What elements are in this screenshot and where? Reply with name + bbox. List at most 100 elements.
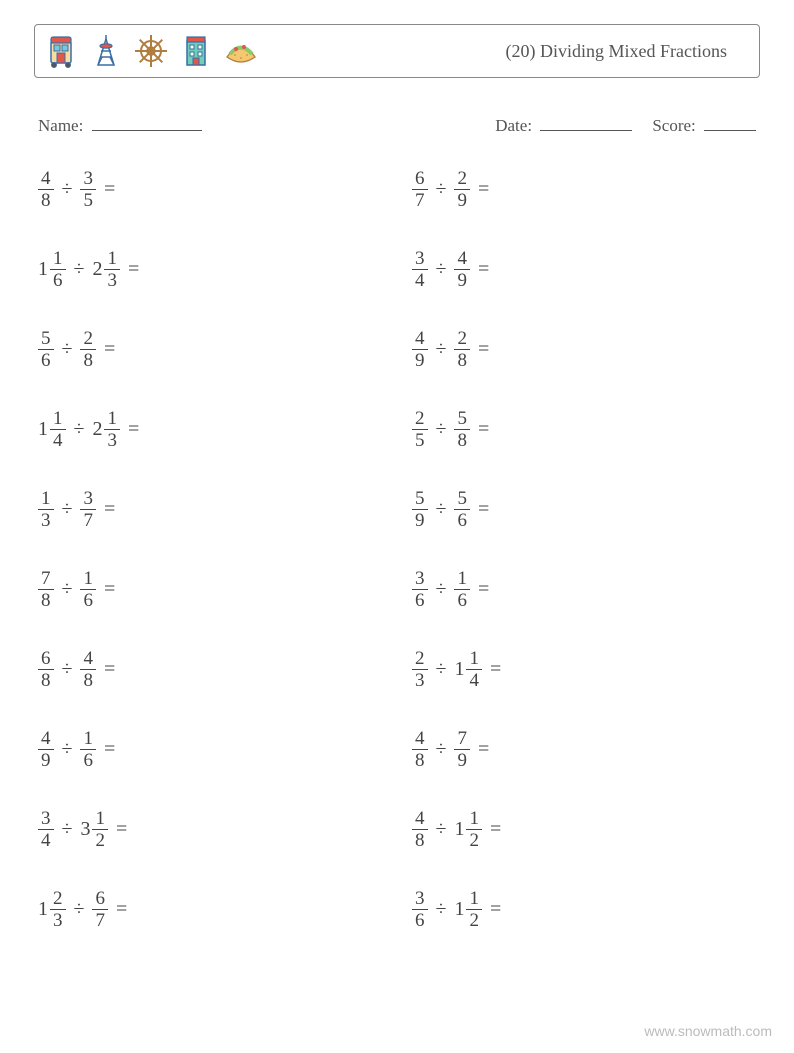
operator: ÷ <box>428 658 455 681</box>
numerator: 5 <box>454 408 470 429</box>
numerator: 6 <box>92 888 108 909</box>
operator: ÷ <box>428 818 455 841</box>
numerator: 4 <box>38 168 54 189</box>
numerator: 4 <box>412 808 428 829</box>
denominator: 2 <box>92 830 108 851</box>
fraction: 36 <box>412 888 428 931</box>
denominator: 8 <box>38 670 54 691</box>
whole-number: 2 <box>92 258 104 281</box>
name-blank[interactable] <box>92 114 202 131</box>
fraction: 16 <box>80 728 96 771</box>
operator: ÷ <box>54 178 81 201</box>
fraction: 48 <box>412 808 428 851</box>
equals-sign: = <box>470 418 489 441</box>
problem: 48÷79= <box>412 724 756 774</box>
equals-sign: = <box>482 898 501 921</box>
equals-sign: = <box>96 578 115 601</box>
equals-sign: = <box>470 498 489 521</box>
operator: ÷ <box>428 258 455 281</box>
fraction: 78 <box>38 568 54 611</box>
denominator: 9 <box>38 750 54 771</box>
denominator: 6 <box>412 910 428 931</box>
fraction: 49 <box>412 328 428 371</box>
fraction: 14 <box>50 408 66 451</box>
fraction: 48 <box>38 168 54 211</box>
fraction: 23 <box>50 888 66 931</box>
problem: 67÷29= <box>412 164 756 214</box>
fraction: 37 <box>80 488 96 531</box>
score-field: Score: <box>652 114 756 136</box>
fraction: 28 <box>80 328 96 371</box>
whole-number: 3 <box>80 818 92 841</box>
problem: 34÷312= <box>38 804 382 854</box>
fraction: 16 <box>80 568 96 611</box>
denominator: 2 <box>466 910 482 931</box>
problem: 36÷ 112= <box>412 884 756 934</box>
denominator: 3 <box>38 510 54 531</box>
whole-number: 2 <box>92 418 104 441</box>
equals-sign: = <box>470 258 489 281</box>
numerator: 1 <box>466 888 482 909</box>
operator: ÷ <box>428 498 455 521</box>
numerator: 3 <box>412 568 428 589</box>
numerator: 1 <box>104 408 120 429</box>
fraction: 16 <box>454 568 470 611</box>
numerator: 1 <box>454 568 470 589</box>
taco-icon <box>223 33 259 69</box>
problem: 25÷58= <box>412 404 756 454</box>
denominator: 6 <box>80 590 96 611</box>
problem: 48÷35= <box>38 164 382 214</box>
fraction: 29 <box>454 168 470 211</box>
fraction: 58 <box>454 408 470 451</box>
operator: ÷ <box>66 258 93 281</box>
date-blank[interactable] <box>540 114 632 131</box>
denominator: 4 <box>38 830 54 851</box>
tower-icon <box>88 33 124 69</box>
denominator: 8 <box>80 350 96 371</box>
watermark: www.snowmath.com <box>644 1023 772 1039</box>
numerator: 1 <box>50 248 66 269</box>
operator: ÷ <box>428 898 455 921</box>
denominator: 3 <box>412 670 428 691</box>
numerator: 1 <box>466 648 482 669</box>
numerator: 1 <box>50 408 66 429</box>
score-blank[interactable] <box>704 114 756 131</box>
denominator: 6 <box>454 590 470 611</box>
equals-sign: = <box>108 898 127 921</box>
denominator: 8 <box>38 590 54 611</box>
problems-grid: 48÷35=67÷29=116÷213=34÷49=56÷28=49÷28=11… <box>34 164 760 934</box>
equals-sign: = <box>120 258 139 281</box>
denominator: 4 <box>412 270 428 291</box>
equals-sign: = <box>120 418 139 441</box>
fraction: 16 <box>50 248 66 291</box>
problem: 36÷16= <box>412 564 756 614</box>
denominator: 8 <box>80 670 96 691</box>
equals-sign: = <box>96 498 115 521</box>
numerator: 6 <box>412 168 428 189</box>
fraction: 12 <box>466 888 482 931</box>
denominator: 6 <box>412 590 428 611</box>
operator: ÷ <box>54 658 81 681</box>
problem: 49÷28= <box>412 324 756 374</box>
numerator: 1 <box>92 808 108 829</box>
fraction: 13 <box>104 248 120 291</box>
operator: ÷ <box>428 178 455 201</box>
fraction: 34 <box>38 808 54 851</box>
denominator: 6 <box>454 510 470 531</box>
denominator: 8 <box>412 750 428 771</box>
operator: ÷ <box>66 898 93 921</box>
denominator: 8 <box>412 830 428 851</box>
denominator: 9 <box>412 510 428 531</box>
numerator: 4 <box>412 728 428 749</box>
denominator: 7 <box>92 910 108 931</box>
fraction: 35 <box>80 168 96 211</box>
fraction: 28 <box>454 328 470 371</box>
equals-sign: = <box>108 818 127 841</box>
equals-sign: = <box>482 658 501 681</box>
problem: 56÷28= <box>38 324 382 374</box>
name-label: Name: <box>38 116 83 135</box>
fraction: 59 <box>412 488 428 531</box>
denominator: 6 <box>38 350 54 371</box>
numerator: 2 <box>412 408 428 429</box>
problem: 123÷67= <box>38 884 382 934</box>
